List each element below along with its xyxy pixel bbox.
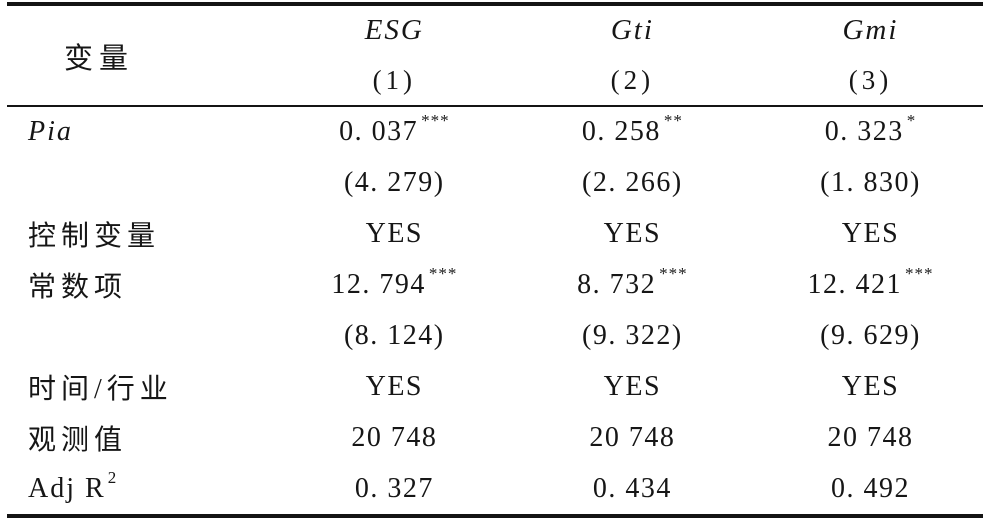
cell-tstat: (4. 279) [343, 167, 445, 199]
row-label-time-industry: 时间/行业 [28, 373, 173, 405]
cell-observations: 20 748 [589, 421, 676, 453]
column-header-gmi: Gmi [842, 14, 899, 47]
table-body: Pia 0. 037 *** 0. 258 ** 0. 323 * (4. 279) … [0, 107, 992, 514]
column-number-2: (2) [610, 64, 655, 95]
cell-yes: YES [841, 218, 900, 250]
column-header-esg: ESG [364, 14, 424, 47]
cell-observations: 20 748 [827, 421, 914, 453]
significance-stars: *** [904, 264, 934, 284]
header-variable-label: 变量 [0, 6, 273, 105]
column-header-gti: Gti [610, 14, 654, 47]
cell-tstat: (9. 322) [582, 319, 683, 351]
row-label-observations: 观测值 [28, 424, 128, 456]
cell-tstat: (2. 266) [582, 167, 683, 199]
r-squared-superscript: 2 [107, 467, 117, 487]
table-bottom-rule [7, 514, 983, 518]
row-label-pia: Pia [28, 116, 73, 148]
cell-yes: YES [365, 370, 424, 402]
cell-yes: YES [841, 370, 900, 402]
row-label-constant: 常数项 [28, 272, 128, 304]
cell-value: 12. 794 *** [331, 264, 458, 301]
cell-value: 8. 732 *** [577, 264, 688, 301]
significance-stars: ** [663, 111, 683, 131]
cell-yes: YES [603, 370, 662, 402]
cell-tstat: (8. 124) [343, 319, 445, 351]
row-label-empty [0, 311, 273, 362]
cell-value: 12. 421 *** [807, 264, 934, 301]
cell-value: 0. 323 * [824, 111, 917, 148]
significance-stars: *** [428, 264, 458, 284]
significance-stars: *** [421, 111, 450, 131]
cell-adj-r2: 0. 434 [592, 472, 672, 504]
cell-yes: YES [603, 218, 662, 250]
cell-tstat: (1. 830) [820, 167, 921, 199]
column-number-3: (3) [848, 64, 893, 95]
cell-tstat: (9. 629) [820, 319, 921, 351]
cell-yes: YES [365, 218, 424, 250]
row-label-controls: 控制变量 [28, 221, 161, 253]
significance-stars: *** [659, 264, 688, 284]
cell-value: 0. 258 ** [581, 111, 683, 148]
cell-value: 0. 037 *** [339, 111, 450, 148]
column-number-1: (1) [372, 64, 417, 95]
row-label-empty [0, 158, 273, 209]
variable-label-text: 变量 [64, 42, 135, 75]
table-top-rule [7, 2, 983, 6]
table-header-rule [7, 105, 983, 107]
cell-observations: 20 748 [351, 421, 438, 453]
significance-stars: * [906, 111, 917, 131]
cell-adj-r2: 0. 492 [830, 472, 910, 504]
cell-adj-r2: 0. 327 [354, 472, 434, 504]
table-header: 变量 ESG Gti Gmi (1) (2) (3) [0, 6, 992, 105]
